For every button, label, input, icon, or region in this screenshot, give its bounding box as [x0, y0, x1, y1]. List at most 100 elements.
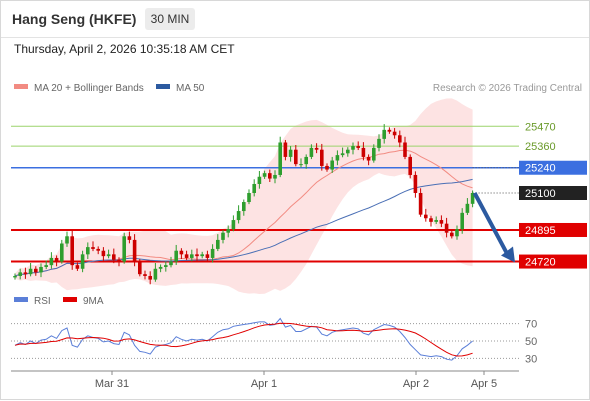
candle-body — [444, 223, 449, 233]
level-label-25100: 25100 — [525, 188, 556, 200]
candle-body — [418, 193, 423, 215]
rsi-ma-legend-label: 9MA — [83, 296, 104, 307]
candle-body — [283, 142, 288, 157]
candle-body — [112, 254, 116, 260]
candle-body — [351, 146, 355, 150]
candle-body — [387, 129, 392, 132]
candle-body — [335, 155, 340, 161]
candle-body — [465, 203, 470, 213]
time-tick-label: Mar 31 — [95, 378, 129, 390]
candle-body — [80, 254, 85, 269]
instrument-title: Hang Seng (HKFE) — [12, 11, 137, 27]
candle-body — [424, 214, 428, 219]
candle-body — [434, 220, 438, 222]
candle-body — [13, 275, 17, 278]
ma50-legend-label: MA 50 — [176, 83, 205, 94]
candle-body — [299, 164, 303, 166]
level-label-25240: 25240 — [525, 163, 556, 175]
candle-body — [34, 268, 38, 273]
candle-body — [470, 193, 475, 204]
candle-body — [101, 250, 106, 257]
candle-body — [252, 183, 256, 193]
candle-body — [450, 232, 454, 237]
time-tick-label: Apr 1 — [251, 378, 277, 390]
candle-body — [325, 165, 329, 170]
candle-body — [190, 254, 194, 258]
level-box-24895 — [519, 222, 587, 237]
candle-body — [148, 275, 152, 280]
candle-body — [372, 147, 376, 161]
candle-body — [106, 254, 111, 257]
candle-body — [262, 173, 267, 177]
candle-body — [304, 156, 308, 165]
time-tick-label: Apr 5 — [471, 378, 497, 390]
forecast-arrow-shaft — [472, 192, 509, 255]
chart-header: Hang Seng (HKFE) 30 MIN — [1, 1, 589, 38]
candle-body — [340, 153, 345, 156]
copyright: Research © 2026 Trading Central — [433, 83, 582, 94]
time-tick-label: Apr 2 — [403, 378, 429, 390]
candle-body — [205, 254, 210, 258]
candle-body — [158, 266, 163, 269]
candle-body — [39, 266, 43, 273]
candle-body — [330, 160, 334, 170]
candle-body — [138, 261, 142, 275]
candle-body — [60, 243, 64, 262]
candle-body — [268, 173, 272, 179]
candle-body — [70, 236, 74, 266]
timestamp: Thursday, April 2, 2026 10:35:18 AM CET — [14, 42, 235, 56]
interval-badge[interactable]: 30 MIN — [145, 8, 195, 30]
level-box-24720 — [519, 254, 587, 269]
candle-body — [392, 131, 397, 136]
candle-body — [346, 149, 350, 154]
candle-body — [18, 272, 22, 276]
candle-body — [403, 142, 407, 157]
candle-body — [309, 147, 314, 157]
ma50-line — [14, 178, 473, 277]
rsi-tick-70: 70 — [525, 319, 537, 331]
candle-body — [439, 220, 444, 224]
candle-body — [320, 149, 324, 166]
rsi-ma-legend-swatch — [63, 297, 77, 302]
time-axis-ticks: Mar 31 Apr 1 Apr 2 Apr 5 — [95, 371, 497, 390]
candle-body — [54, 257, 59, 262]
candle-body — [278, 142, 282, 175]
level-label-24895: 24895 — [525, 225, 556, 237]
candle-body — [65, 236, 69, 244]
candle-body — [75, 265, 80, 269]
candle-body — [247, 193, 251, 203]
candle-body — [231, 220, 236, 230]
rsi-legend-swatch — [14, 297, 28, 302]
candle-body — [127, 236, 132, 240]
candle-body — [413, 174, 418, 193]
candle-body — [164, 265, 168, 267]
candle-body — [242, 202, 246, 212]
candle-body — [23, 272, 28, 275]
candle-body — [143, 274, 147, 276]
ma20-legend-swatch — [14, 84, 28, 89]
candle-body — [117, 259, 121, 262]
ma50-legend-swatch — [156, 84, 170, 89]
candle-body — [132, 239, 137, 262]
candle-body — [314, 147, 319, 150]
candle-body — [153, 268, 158, 280]
candle-body — [91, 247, 95, 249]
candle-body — [226, 229, 230, 233]
rsi-legend-label: RSI — [34, 296, 51, 307]
candle-body — [86, 247, 90, 255]
rsi-ma-line — [14, 322, 473, 357]
candle-body — [169, 261, 173, 266]
candle-body — [429, 218, 433, 222]
price-plot: 25470 25360 25240 25100 24895 24720 — [11, 98, 587, 295]
candle-body — [288, 149, 293, 157]
ma20-legend-label: MA 20 + Bollinger Bands — [34, 83, 144, 94]
candle-body — [96, 248, 100, 251]
rsi-plot: 70 50 30 — [11, 317, 537, 365]
candle-body — [257, 176, 262, 184]
candle-body — [356, 146, 360, 148]
candle-body — [377, 138, 381, 148]
candle-body — [195, 254, 199, 257]
candle-body — [294, 149, 298, 165]
